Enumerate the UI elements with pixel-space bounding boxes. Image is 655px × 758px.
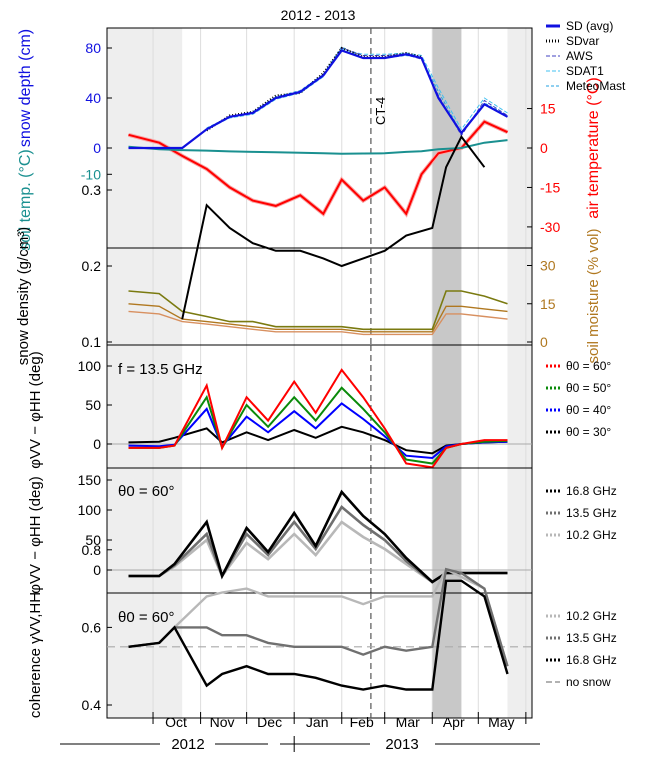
series-freq-0: [128, 489, 508, 584]
panel1-legend-label: SDvar: [566, 34, 599, 48]
y-tick-label: 0.1: [82, 334, 102, 350]
series-sdvar: [206, 46, 422, 132]
panel1-legend-label: SD (avg): [566, 19, 613, 33]
off-season-band: [107, 468, 183, 593]
y-tick-label: 100: [78, 358, 102, 374]
ylabel-coherence: coherence γVV,HH: [27, 592, 44, 718]
series-meteomast: [206, 46, 508, 134]
annotation-frequency: f = 13.5 GHz: [118, 361, 203, 378]
panel3-legend-label: θ0 = 60°: [566, 359, 611, 373]
chart-title: 2012 - 2013: [281, 7, 356, 23]
off-season-band: [507, 28, 532, 248]
annotation-angle-2: θ0 = 60°: [118, 609, 174, 626]
melt-band: [432, 345, 462, 468]
panel-5: 0.8 0.6 0.4 coherence γVV,HH θ0 = 60° 10.2 GH…: [27, 542, 617, 719]
panel-4: 150 100 50 0 φVV − φHH (deg) θ0 = 60° 16.8 GHz…: [27, 467, 617, 594]
y-tick-label: 0.4: [82, 697, 102, 713]
panel-1: CT-4 80 40 0 -10 15 0 -15 -30 snow depth (cm) soil…: [17, 19, 626, 251]
off-season-band: [507, 248, 532, 345]
month-label: Mar: [396, 714, 420, 730]
panel4-legend-label: 16.8 GHz: [566, 484, 617, 498]
month-label: Apr: [443, 714, 465, 730]
annotation-angle-1: θ0 = 60°: [118, 483, 174, 500]
y-tick-label: 100: [78, 502, 102, 518]
y-tick-label-right: 0: [540, 140, 548, 156]
panel1-legend-label: MeteoMast: [566, 79, 626, 93]
series-theta-40: [128, 402, 508, 460]
month-label: Feb: [350, 714, 374, 730]
y-tick-label: 0: [93, 140, 101, 156]
melt-band: [432, 28, 462, 248]
ylabel-snow-depth: snow depth (cm): [17, 29, 34, 147]
series-soil-moisture-dark: [128, 290, 508, 331]
panel5-legend-label: 16.8 GHz: [566, 653, 617, 667]
melt-band: [432, 248, 462, 345]
series-aws: [206, 47, 508, 137]
ylabel-air-temp: air temperature (°C): [585, 77, 602, 219]
series-snow-density: [181, 134, 486, 320]
y-tick-label: 150: [78, 472, 102, 488]
panel5-legend-label: 10.2 GHz: [566, 609, 617, 623]
y-tick-label: 0.6: [82, 619, 102, 635]
panel1-legend-label: AWS: [566, 49, 593, 63]
y-tick-label: 0.8: [82, 542, 102, 558]
panel5-legend-label: 13.5 GHz: [566, 631, 617, 645]
y-tick-label: 50: [85, 397, 101, 413]
ylabel-phase-2: φVV − φHH (deg): [27, 476, 44, 593]
series-theta-60: [128, 368, 508, 469]
month-label: Dec: [257, 714, 282, 730]
series-sdat1: [206, 48, 508, 131]
y-tick-label-right: 15: [540, 101, 556, 117]
ylabel-snow-density: snow density (g/cm³): [15, 227, 32, 365]
y-tick-label: 0: [93, 562, 101, 578]
year-label: 2013: [385, 736, 418, 753]
month-label: Jan: [306, 714, 329, 730]
panel4-legend-label: 10.2 GHz: [566, 528, 617, 542]
series-soil-moisture-mid: [128, 303, 508, 333]
panel1-legend-label: SDAT1: [566, 64, 604, 78]
off-season-band: [107, 248, 183, 345]
panel4-legend-label: 13.5 GHz: [566, 506, 617, 520]
series-sd-avg: [128, 49, 509, 150]
off-season-band: [507, 468, 532, 593]
series-coherence-2: [128, 579, 509, 691]
y-tick-label: 0.2: [82, 258, 102, 274]
y-tick-label: 50: [85, 532, 101, 548]
ylabel-soil-temp: soil temp. (°C): [17, 149, 34, 251]
panel3-legend-label: θ0 = 40°: [566, 403, 611, 417]
y-tick-label-right: -15: [540, 179, 560, 195]
y-tick-label: 80: [85, 40, 101, 56]
y-tick-label-right: 15: [540, 296, 556, 312]
y-tick-label: 0.3: [82, 182, 102, 198]
y-tick-label-right: -30: [540, 219, 560, 235]
series-coherence-1: [128, 567, 509, 667]
y-tick-label: 0: [93, 436, 101, 452]
ylabel-soil-moisture: soil moisture (% vol): [585, 228, 602, 363]
panel3-legend-label: θ0 = 30°: [566, 425, 611, 439]
ylabel-phase-1: φVV − φHH (deg): [27, 351, 44, 468]
off-season-band: [507, 345, 532, 468]
off-season-band: [107, 593, 183, 718]
off-season-band: [507, 593, 532, 718]
y-tick-label: -10: [81, 166, 101, 182]
ct4-label: CT-4: [373, 97, 388, 125]
panel-frame: [106, 592, 533, 719]
month-label: May: [488, 714, 514, 730]
y-tick-label-right: 30: [540, 258, 556, 274]
series-soil-temp: [128, 139, 508, 155]
series-air-temp: [128, 120, 508, 216]
panel-3: 100 50 0 φVV − φHH (deg) f = 13.5 GHz θ0 = 60…: [27, 344, 611, 469]
month-label: Nov: [210, 714, 235, 730]
x-axis: Oct Nov Dec Jan Feb Mar Apr May 2012 2013: [60, 712, 540, 753]
series-soil-moisture-light: [128, 310, 508, 336]
panel5-legend-label: no snow: [566, 675, 611, 689]
month-label: Oct: [165, 714, 187, 730]
y-tick-label: 40: [85, 90, 101, 106]
y-tick-label-right: 0: [540, 334, 548, 350]
panel3-legend-label: θ0 = 50°: [566, 381, 611, 395]
year-label: 2012: [171, 736, 204, 753]
